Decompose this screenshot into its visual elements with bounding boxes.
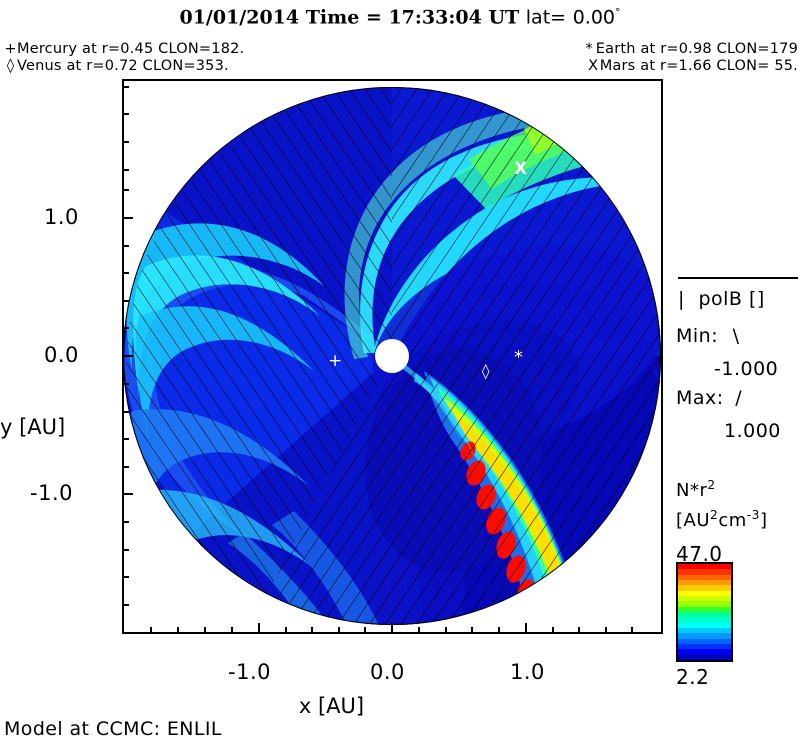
colorbar-band-16 bbox=[678, 649, 731, 655]
legend-planet-earth: * Earth at r=0.98 CLON=179 bbox=[583, 41, 798, 57]
sun-marker bbox=[375, 339, 409, 373]
diamond-icon: ◊ bbox=[6, 58, 15, 74]
polb-max-row: Max: / bbox=[676, 387, 742, 409]
y-tick-label-0: 0.0 bbox=[44, 343, 79, 367]
title-time-label: Time = bbox=[305, 6, 382, 29]
title-date: 01/01/2014 bbox=[179, 6, 300, 29]
plus-icon: + bbox=[4, 41, 17, 57]
venus-marker: ◊ bbox=[482, 362, 490, 380]
legend-planet-mars: XMars at r=1.66 CLON= 55. bbox=[587, 58, 798, 74]
units-open: [AU bbox=[676, 510, 711, 531]
polb-legend: | polB [] bbox=[678, 288, 765, 310]
polb-min-row: Min: \ bbox=[676, 325, 740, 347]
x-tick-label-0: 0.0 bbox=[370, 660, 405, 684]
x-axis-label: x [AU] bbox=[298, 694, 365, 718]
units-close: ] bbox=[759, 510, 768, 531]
colorbar-band-13 bbox=[678, 633, 731, 639]
degree-symbol: ° bbox=[615, 6, 621, 19]
colorbar-band-14 bbox=[678, 638, 731, 644]
legend-divider bbox=[678, 277, 798, 279]
y-tick-label-neg1: -1.0 bbox=[30, 481, 73, 505]
colorbar-band-17 bbox=[678, 654, 731, 660]
polb-label: polB [] bbox=[698, 288, 765, 310]
title-timezone: UT bbox=[488, 6, 520, 29]
colorbar-band-0 bbox=[678, 564, 731, 570]
cross-icon: X bbox=[588, 58, 599, 74]
earth-marker: * bbox=[514, 347, 523, 368]
mercury-marker: + bbox=[328, 351, 343, 371]
colorbar-units: [AU2cm-3] bbox=[676, 508, 767, 531]
legend-planet-venus-text: Venus at r=0.72 CLON=353. bbox=[17, 58, 229, 74]
colorbar-variable-exponent: 2 bbox=[707, 478, 716, 492]
colorbar-band-8 bbox=[678, 606, 731, 612]
polb-bar-icon: | bbox=[678, 288, 685, 310]
polb-max-value: 1.000 bbox=[724, 420, 781, 442]
plot-area: + ◊ * X bbox=[122, 79, 663, 634]
legend-planet-mercury-text: Mercury at r=0.45 CLON=182. bbox=[17, 41, 245, 57]
colorbar-band-3 bbox=[678, 579, 731, 586]
colorbar-band-10 bbox=[678, 617, 731, 623]
colorbar-band-1 bbox=[678, 569, 731, 575]
forwardslash-icon: / bbox=[735, 387, 743, 409]
colorbar-variable: N*r2 bbox=[676, 478, 716, 501]
colorbar-min-value: 2.2 bbox=[676, 665, 710, 689]
colorbar-band-12 bbox=[678, 627, 731, 634]
colorbar-band-2 bbox=[678, 574, 731, 580]
legend-planet-mars-text: Mars at r=1.66 CLON= 55. bbox=[599, 58, 798, 74]
x-tick-label-neg1: -1.0 bbox=[228, 660, 271, 684]
page-title: 01/01/2014 Time = 17:33:04 UT lat= 0.00° bbox=[0, 6, 800, 28]
units-mid: cm bbox=[718, 510, 747, 531]
legend-planet-earth-text: Earth at r=0.98 CLON=179 bbox=[595, 41, 798, 57]
colorbar-band-5 bbox=[678, 590, 731, 596]
polb-max-label: Max: bbox=[676, 387, 724, 409]
enlil-svg bbox=[124, 87, 661, 625]
colorbar-band-11 bbox=[678, 622, 731, 628]
title-time: 17:33:04 bbox=[388, 6, 482, 29]
polb-min-label: Min: bbox=[676, 325, 719, 347]
units-exp-1: 2 bbox=[710, 508, 719, 522]
legend-planet-venus: ◊ Venus at r=0.72 CLON=353. bbox=[4, 58, 229, 74]
enlil-density-map: + ◊ * X bbox=[124, 81, 661, 632]
colorbar-band-15 bbox=[678, 643, 731, 650]
y-axis-label: y [AU] bbox=[0, 415, 66, 439]
colorbar[interactable] bbox=[676, 562, 733, 662]
title-lat-label: lat= bbox=[525, 6, 567, 29]
colorbar-variable-base: N*r bbox=[676, 480, 708, 501]
asterisk-icon: * bbox=[585, 41, 593, 57]
footer-model-credit: Model at CCMC: ENLIL bbox=[4, 718, 222, 740]
polb-min-value: -1.000 bbox=[714, 358, 779, 380]
colorbar-band-9 bbox=[678, 611, 731, 618]
colorbar-band-4 bbox=[678, 585, 731, 591]
backslash-icon: \ bbox=[732, 325, 740, 347]
title-lat-value: 0.00 bbox=[572, 6, 616, 29]
colorbar-band-6 bbox=[678, 595, 731, 602]
mars-marker: X bbox=[514, 159, 528, 179]
y-tick-label-1: 1.0 bbox=[44, 205, 79, 229]
legend-planet-mercury: +Mercury at r=0.45 CLON=182. bbox=[4, 41, 244, 57]
units-exp-2: -3 bbox=[746, 508, 760, 522]
colorbar-band-7 bbox=[678, 601, 731, 607]
x-tick-label-1: 1.0 bbox=[510, 660, 545, 684]
